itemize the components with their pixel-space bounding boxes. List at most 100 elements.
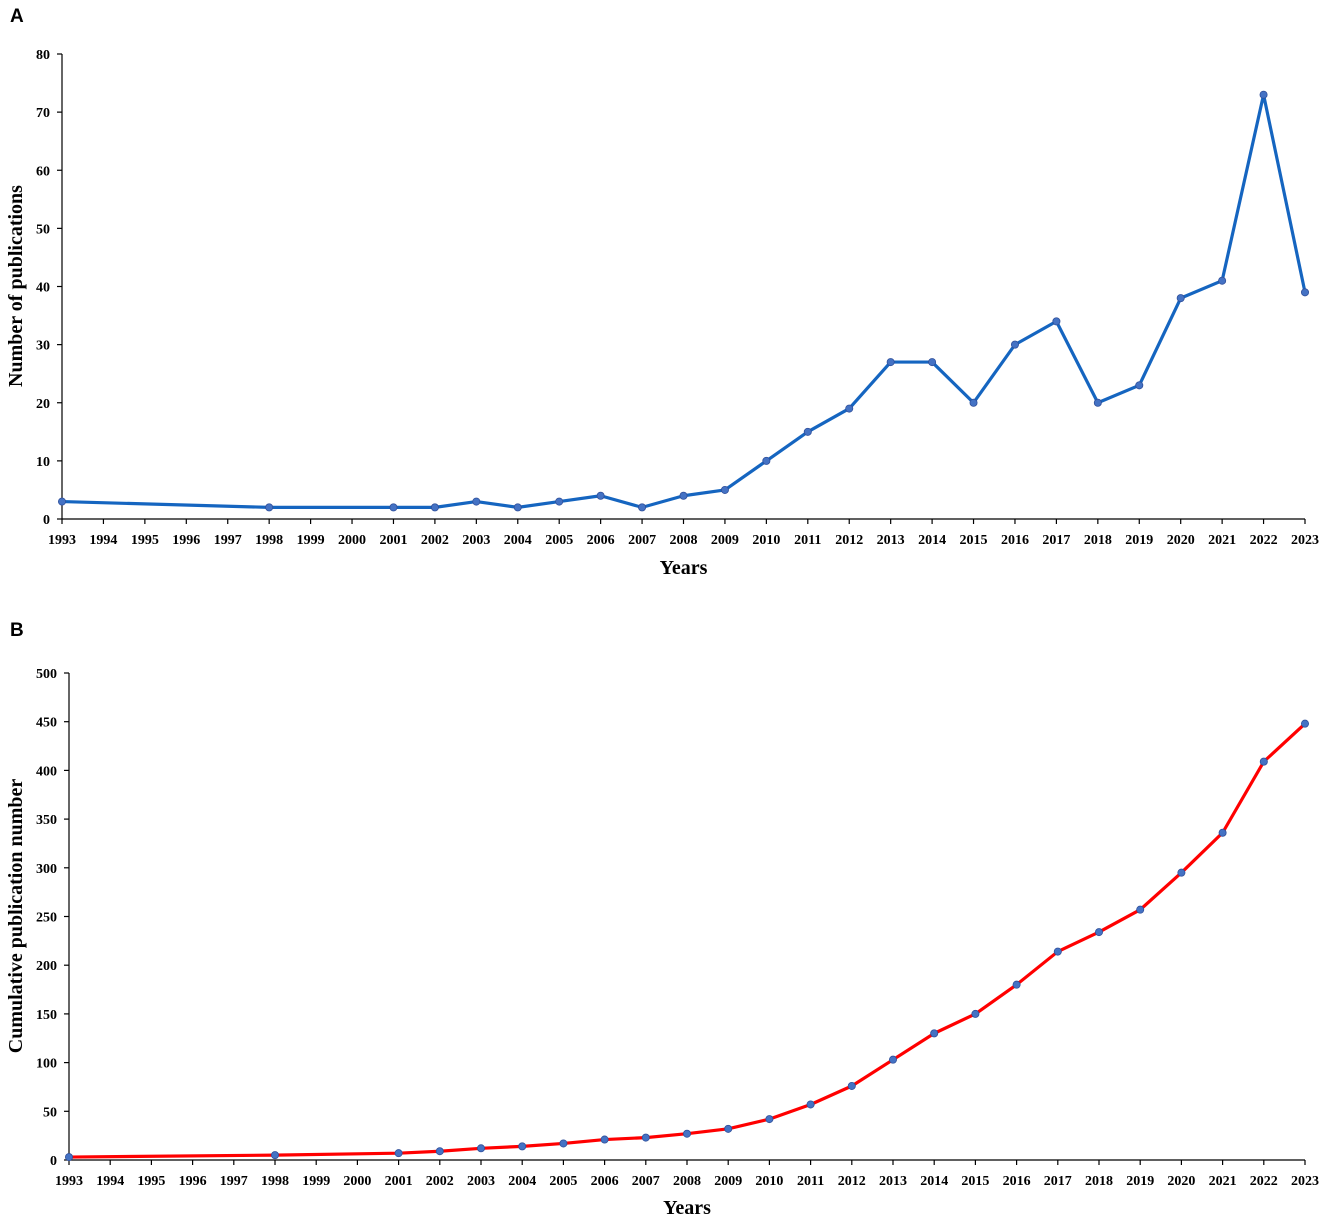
series-line bbox=[67, 722, 1307, 1159]
y-tick-label: 350 bbox=[36, 813, 57, 828]
data-point bbox=[1177, 868, 1186, 877]
y-axis-title: Cumulative publication number bbox=[5, 779, 27, 1054]
y-tick-label: 50 bbox=[36, 222, 50, 237]
x-tick-label: 2006 bbox=[591, 1174, 619, 1189]
x-tick-label: 2002 bbox=[421, 533, 449, 548]
x-tick-label: 1994 bbox=[89, 533, 117, 548]
x-tick-label: 2004 bbox=[504, 533, 532, 548]
x-tick-label: 2008 bbox=[670, 533, 698, 548]
x-tick-label: 2013 bbox=[879, 1174, 907, 1189]
x-tick-label: 2018 bbox=[1085, 1174, 1113, 1189]
y-tick-label: 250 bbox=[36, 911, 57, 926]
y-tick-label: 300 bbox=[36, 862, 57, 877]
data-point bbox=[596, 491, 605, 500]
x-tick-label: 2005 bbox=[545, 533, 573, 548]
data-point bbox=[1053, 947, 1062, 956]
y-tick-label: 0 bbox=[50, 1154, 57, 1169]
panel-letter: A bbox=[10, 6, 24, 27]
x-tick-label: 2000 bbox=[343, 1174, 371, 1189]
x-tick-label: 2000 bbox=[338, 533, 366, 548]
x-tick-label: 2023 bbox=[1291, 1174, 1319, 1189]
data-point bbox=[638, 503, 647, 512]
data-point bbox=[806, 1100, 815, 1109]
data-point bbox=[513, 503, 522, 512]
data-point bbox=[1176, 294, 1185, 303]
x-tick-label: 1999 bbox=[297, 533, 325, 548]
y-tick-label: 150 bbox=[36, 1008, 57, 1023]
data-point bbox=[1012, 980, 1021, 989]
x-tick-label: 2007 bbox=[628, 533, 656, 548]
data-point bbox=[270, 1151, 279, 1160]
y-tick-label: 10 bbox=[36, 455, 50, 470]
x-tick-label: 1998 bbox=[261, 1174, 289, 1189]
x-tick-label: 2020 bbox=[1167, 1174, 1195, 1189]
data-point bbox=[58, 497, 67, 506]
data-point bbox=[847, 1081, 856, 1090]
data-point bbox=[679, 491, 688, 500]
x-tick-label: 2016 bbox=[1003, 1174, 1031, 1189]
data-point bbox=[1052, 317, 1061, 326]
x-tick-label: 2018 bbox=[1084, 533, 1112, 548]
x-tick-label: 2012 bbox=[835, 533, 863, 548]
y-tick-label: 500 bbox=[36, 667, 57, 682]
data-point bbox=[1301, 288, 1310, 297]
chart-panel-a: A 0 10 20 30 40 50 60 70 80 1993 1994 1995 1996 1997 19… bbox=[5, 6, 1319, 579]
x-tick-label: 1995 bbox=[137, 1174, 165, 1189]
x-tick-label: 2015 bbox=[960, 533, 988, 548]
x-tick-label: 1993 bbox=[48, 533, 76, 548]
x-tick-label: 2020 bbox=[1167, 533, 1195, 548]
data-point bbox=[1259, 757, 1268, 766]
chart-panel-b: B 0 50 100 150 200 250 300 350 400 450 500 1993 1994 1… bbox=[5, 620, 1319, 1219]
x-tick-label: 2009 bbox=[714, 1174, 742, 1189]
y-axis-title: Number of publications bbox=[5, 185, 27, 387]
x-tick-label: 2021 bbox=[1208, 533, 1236, 548]
data-point bbox=[803, 427, 812, 436]
data-point bbox=[683, 1129, 692, 1138]
data-point bbox=[762, 456, 771, 465]
x-tick-label: 2003 bbox=[467, 1174, 495, 1189]
data-point bbox=[472, 497, 481, 506]
data-point bbox=[435, 1147, 444, 1156]
data-point bbox=[559, 1139, 568, 1148]
x-tick-label: 2007 bbox=[632, 1174, 660, 1189]
data-point bbox=[555, 497, 564, 506]
y-tick-label: 20 bbox=[36, 397, 50, 412]
y-tick-label: 70 bbox=[36, 106, 50, 121]
data-point bbox=[600, 1135, 609, 1144]
x-tick-label: 1993 bbox=[55, 1174, 83, 1189]
data-point bbox=[930, 1029, 939, 1038]
data-point bbox=[969, 398, 978, 407]
x-tick-label: 1996 bbox=[179, 1174, 207, 1189]
data-point bbox=[720, 485, 729, 494]
x-tick-label: 2002 bbox=[426, 1174, 454, 1189]
y-tick-label: 200 bbox=[36, 959, 57, 974]
y-tick-label: 100 bbox=[36, 1057, 57, 1072]
x-tick-label: 2004 bbox=[508, 1174, 536, 1189]
y-tick-label: 450 bbox=[36, 716, 57, 731]
data-point bbox=[641, 1133, 650, 1142]
x-tick-label: 2022 bbox=[1250, 1174, 1278, 1189]
y-tick-label: 30 bbox=[36, 339, 50, 354]
data-point bbox=[518, 1142, 527, 1151]
x-tick-label: 2012 bbox=[838, 1174, 866, 1189]
x-tick-label: 2014 bbox=[918, 533, 946, 548]
x-tick-label: 2014 bbox=[920, 1174, 948, 1189]
x-tick-label: 2011 bbox=[794, 533, 821, 548]
data-point bbox=[845, 404, 854, 413]
data-point bbox=[1095, 928, 1104, 937]
y-tick-label: 80 bbox=[36, 48, 50, 63]
x-axis-title: Years bbox=[663, 1197, 711, 1219]
data-point bbox=[971, 1009, 980, 1018]
x-tick-label: 2005 bbox=[549, 1174, 577, 1189]
x-tick-label: 2023 bbox=[1291, 533, 1319, 548]
x-tick-label: 2011 bbox=[797, 1174, 824, 1189]
x-tick-label: 1999 bbox=[302, 1174, 330, 1189]
data-point bbox=[1301, 719, 1310, 728]
x-axis-title: Years bbox=[660, 557, 708, 579]
data-point bbox=[889, 1055, 898, 1064]
data-point bbox=[886, 358, 895, 367]
x-tick-label: 1997 bbox=[214, 533, 242, 548]
data-point bbox=[928, 358, 937, 367]
y-tick-label: 50 bbox=[43, 1105, 57, 1120]
